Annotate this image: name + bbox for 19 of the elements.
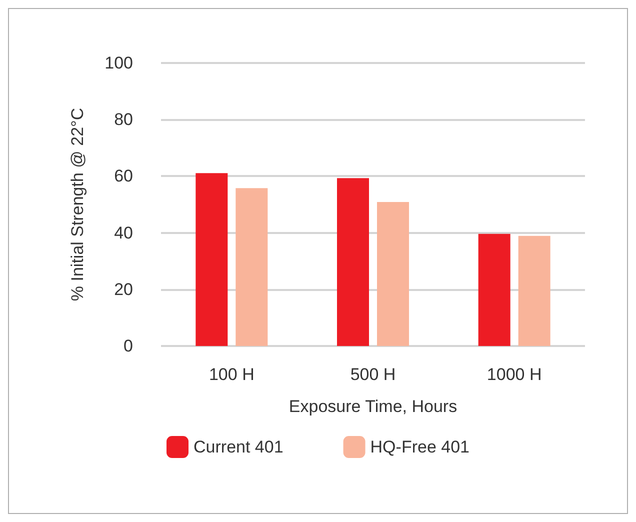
y-axis-title: % Initial Strength @ 22°C [68, 108, 87, 302]
x-axis-title: Exposure Time, Hours [288, 397, 458, 416]
x-tick-label: 500 H [350, 365, 396, 384]
bar [478, 234, 510, 346]
legend-label: Current 401 [194, 438, 284, 456]
legend-label: HQ-Free 401 [370, 438, 470, 456]
bar [377, 202, 409, 346]
bar [337, 178, 369, 346]
x-tick-label: 1000 H [486, 365, 542, 384]
y-tick-label: 0 [124, 336, 133, 356]
y-tick-label: 40 [114, 223, 133, 242]
bar [236, 188, 268, 346]
y-tick-label: 80 [114, 110, 133, 130]
bar [518, 236, 550, 346]
y-tick-label: 20 [114, 280, 133, 299]
y-tick-label: 60 [114, 166, 133, 186]
x-tick-label: 100 H [208, 365, 254, 384]
y-tick-label: 100 [104, 54, 133, 72]
bar [196, 173, 228, 346]
